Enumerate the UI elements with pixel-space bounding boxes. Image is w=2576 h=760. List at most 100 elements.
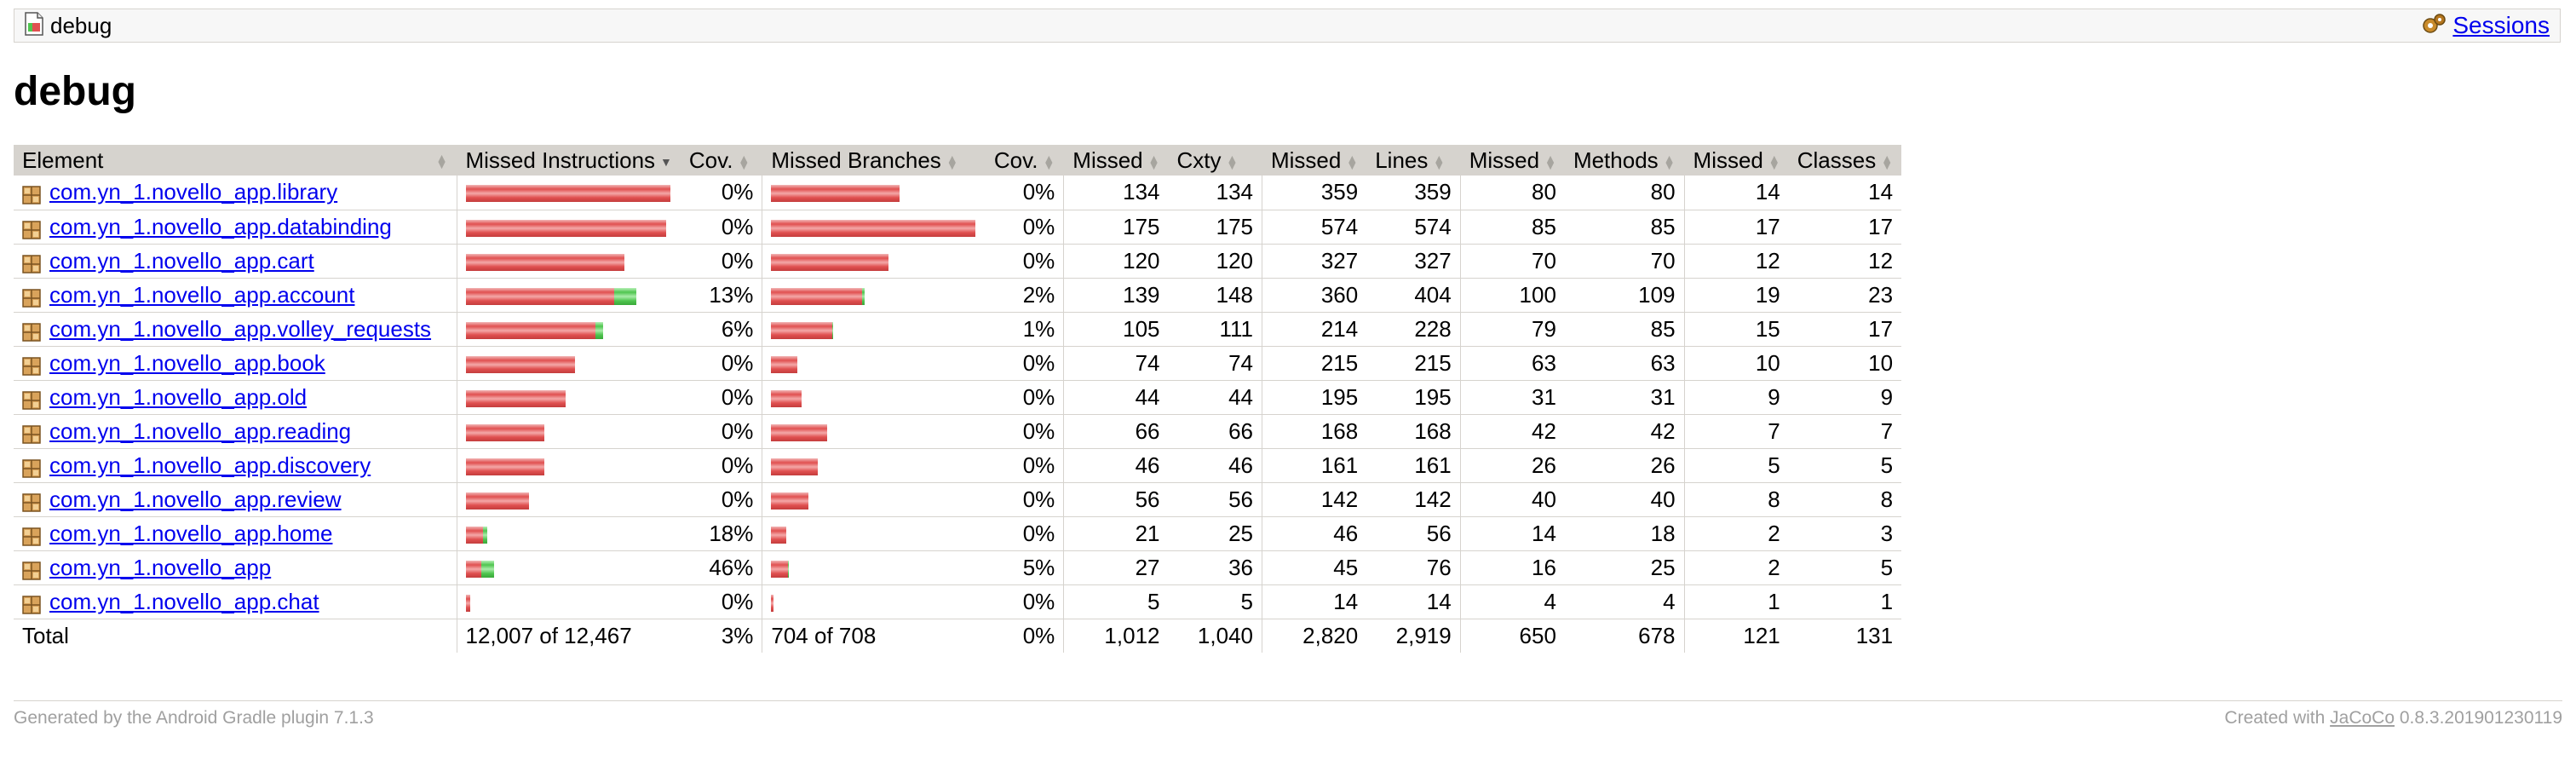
- package-link[interactable]: com.yn_1.novello_app.home: [49, 520, 333, 546]
- missed-branches-cell: [762, 584, 986, 619]
- missed-instructions-cell: [456, 414, 681, 449]
- cxty-cell: 134: [1168, 176, 1262, 210]
- column-header-methods[interactable]: Methods ▲ ▼: [1564, 145, 1685, 176]
- column-header-missed-instructions[interactable]: Missed Instructions ▼: [456, 145, 681, 176]
- instructions-cov-cell: 0%: [680, 380, 762, 415]
- total-missed-methods: 650: [1459, 619, 1565, 653]
- package-icon: [22, 253, 41, 273]
- sort-icon: ▲ ▼: [946, 151, 958, 172]
- sort-icon: ▲ ▼: [1544, 151, 1556, 172]
- missed-instructions-cell: [456, 482, 681, 517]
- missed-cxty-cell: 56: [1063, 482, 1169, 517]
- covered-bar: [482, 526, 487, 544]
- element-cell: com.yn_1.novello_app.discovery: [14, 448, 457, 483]
- column-header-missed-lines[interactable]: Missed ▲ ▼: [1262, 145, 1367, 176]
- package-link[interactable]: com.yn_1.novello_app.volley_requests: [49, 315, 432, 342]
- column-header-missed-cxty[interactable]: Missed ▲ ▼: [1063, 145, 1169, 176]
- package-link[interactable]: com.yn_1.novello_app.review: [49, 486, 342, 512]
- missed-lines-cell: 327: [1262, 244, 1367, 279]
- missed-classes-cell: 7: [1683, 414, 1789, 449]
- missed-branches-cell: [762, 346, 986, 381]
- total-lines: 2,919: [1395, 622, 1452, 648]
- methods-cell: 18: [1564, 516, 1685, 551]
- missed-bar: [465, 458, 544, 475]
- package-link[interactable]: com.yn_1.novello_app.library: [49, 179, 338, 205]
- breadcrumb-current: debug: [50, 12, 112, 38]
- instructions-coverage-bar: [465, 560, 495, 578]
- instructions-cov-cell: 18%: [680, 516, 762, 551]
- missed-bar: [771, 253, 888, 271]
- methods-cell: 109: [1564, 278, 1685, 313]
- missed-branches-cell: [762, 516, 986, 551]
- table-row: com.yn_1.novello_app.cart 0% 0% 120 120 327 32…: [14, 244, 1902, 279]
- column-header-instructions-cov[interactable]: Cov. ▲ ▼: [680, 145, 762, 176]
- package-link[interactable]: com.yn_1.novello_app.book: [49, 349, 325, 376]
- package-link[interactable]: com.yn_1.novello_app.chat: [49, 588, 319, 614]
- package-link[interactable]: com.yn_1.novello_app.databinding: [49, 213, 392, 239]
- package-icon: [22, 184, 41, 205]
- branches-cov-cell: 0%: [985, 448, 1064, 483]
- element-cell: com.yn_1.novello_app.account: [14, 278, 457, 313]
- column-header-element[interactable]: Element ▲ ▼: [14, 145, 457, 176]
- missed-cxty-cell: 139: [1063, 278, 1169, 313]
- column-header-missed-branches[interactable]: Missed Branches ▲ ▼: [762, 145, 986, 176]
- missed-cxty-cell: 120: [1063, 244, 1169, 279]
- table-row: com.yn_1.novello_app.reading 0% 0% 66 66 168 1…: [14, 414, 1902, 449]
- missed-bar: [465, 389, 566, 407]
- missed-bar: [771, 492, 809, 510]
- branches-coverage-bar: [771, 389, 802, 407]
- package-icon: [22, 423, 41, 444]
- lines-cell: 142: [1366, 482, 1461, 517]
- cxty-cell: 25: [1168, 516, 1262, 551]
- footer: Generated by the Android Gradle plugin 7…: [14, 700, 2562, 728]
- sessions-icon[interactable]: [2422, 13, 2447, 39]
- missed-classes-cell: 9: [1683, 380, 1789, 415]
- classes-cell: 7: [1788, 414, 1902, 449]
- element-cell: com.yn_1.novello_app.old: [14, 380, 457, 415]
- missed-bar: [771, 389, 802, 407]
- package-link[interactable]: com.yn_1.novello_app.reading: [49, 417, 352, 444]
- lines-cell: 76: [1366, 550, 1461, 585]
- package-link[interactable]: com.yn_1.novello_app.cart: [49, 247, 314, 273]
- missed-lines-cell: 46: [1262, 516, 1367, 551]
- branches-coverage-bar: [771, 219, 976, 237]
- total-instructions-cov: 3%: [721, 622, 754, 648]
- missed-classes-cell: 14: [1683, 176, 1789, 210]
- column-header-lines[interactable]: Lines ▲ ▼: [1366, 145, 1461, 176]
- instructions-coverage-bar: [465, 355, 575, 373]
- total-classes: 131: [1855, 622, 1894, 648]
- jacoco-link[interactable]: JaCoCo: [2330, 708, 2395, 728]
- missed-instructions-cell: [456, 244, 681, 279]
- missed-lines-cell: 359: [1262, 176, 1367, 210]
- package-icon: [22, 389, 41, 410]
- footer-generated-by: Generated by the Android Gradle plugin 7…: [14, 708, 374, 728]
- total-cxty: 1,040: [1197, 622, 1253, 648]
- sort-icon: ▲ ▼: [1433, 151, 1446, 172]
- branches-coverage-bar: [771, 594, 774, 612]
- column-header-cxty[interactable]: Cxty ▲ ▼: [1168, 145, 1262, 176]
- missed-classes-cell: 8: [1683, 482, 1789, 517]
- missed-instructions-cell: [456, 516, 681, 551]
- missed-instructions-cell: [456, 448, 681, 483]
- column-header-missed-methods[interactable]: Missed ▲ ▼: [1459, 145, 1565, 176]
- instructions-coverage-bar: [465, 287, 636, 305]
- column-header-missed-classes[interactable]: Missed ▲ ▼: [1683, 145, 1789, 176]
- branches-coverage-bar: [771, 458, 819, 475]
- sessions-link[interactable]: Sessions: [2452, 12, 2550, 38]
- missed-cxty-cell: 21: [1063, 516, 1169, 551]
- branches-cov-cell: 0%: [985, 176, 1064, 210]
- package-link[interactable]: com.yn_1.novello_app.old: [49, 383, 308, 410]
- column-header-branches-cov[interactable]: Cov. ▲ ▼: [985, 145, 1064, 176]
- total-branches: 704 of 708: [762, 619, 986, 653]
- missed-cxty-cell: 134: [1063, 176, 1169, 210]
- column-header-classes[interactable]: Classes ▲ ▼: [1788, 145, 1902, 176]
- package-link[interactable]: com.yn_1.novello_app.account: [49, 281, 355, 308]
- package-link[interactable]: com.yn_1.novello_app.discovery: [49, 452, 371, 478]
- missed-classes-cell: 1: [1683, 584, 1789, 619]
- cxty-cell: 46: [1168, 448, 1262, 483]
- missed-methods-cell: 31: [1459, 380, 1565, 415]
- missed-bar: [465, 526, 483, 544]
- package-link[interactable]: com.yn_1.novello_app: [49, 554, 272, 580]
- methods-cell: 85: [1564, 312, 1685, 347]
- cxty-cell: 148: [1168, 278, 1262, 313]
